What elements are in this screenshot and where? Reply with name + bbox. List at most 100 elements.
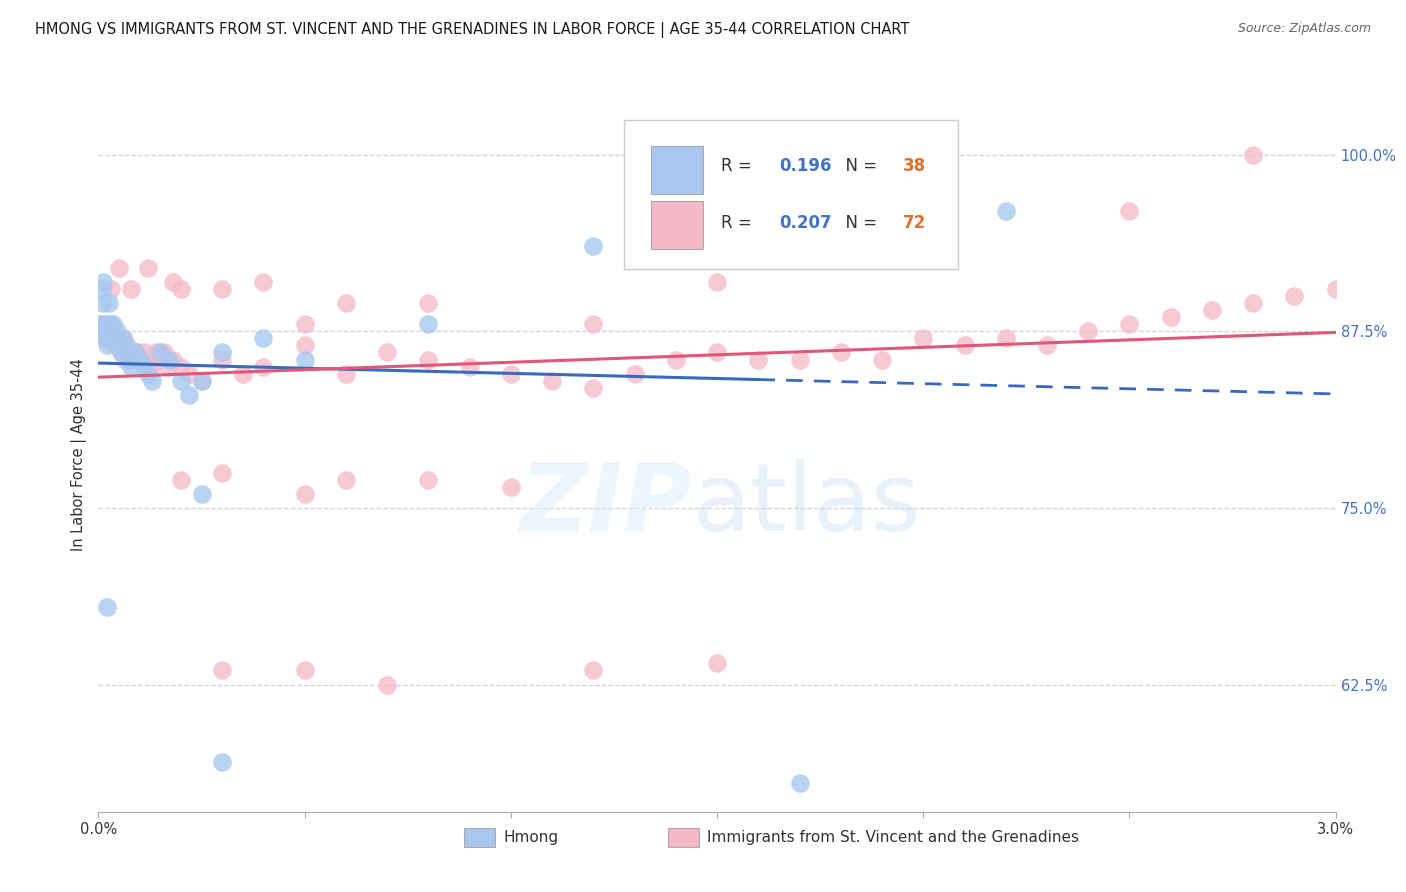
Point [418,317,440,331]
Point [141,359,163,374]
Point [132,359,155,374]
Point [1324,282,1347,296]
Text: R =: R = [721,157,756,175]
Point [104,338,127,352]
Point [118,352,141,367]
Point [418,352,440,367]
Point [136,367,159,381]
Point [211,466,233,480]
Point [294,487,316,501]
Point [499,480,522,494]
Text: R =: R = [721,214,756,232]
Point [94,324,117,338]
Point [104,331,127,345]
Point [294,664,316,678]
Point [93,317,115,331]
Text: N =: N = [835,157,882,175]
Point [132,345,155,359]
Point [211,282,233,296]
Point [101,317,124,331]
Point [211,345,233,359]
Point [162,352,184,367]
Point [108,338,131,352]
Point [706,345,728,359]
Point [706,657,728,671]
Point [149,352,172,367]
Point [294,317,316,331]
Point [136,260,159,275]
Point [120,282,142,296]
Point [100,282,122,296]
Point [124,345,146,359]
Point [170,374,193,388]
Point [912,331,935,345]
Point [100,324,122,338]
Point [190,487,212,501]
Point [89,317,111,331]
Point [1118,317,1140,331]
Point [96,317,118,331]
Point [953,338,976,352]
Point [1118,204,1140,219]
Text: HMONG VS IMMIGRANTS FROM ST. VINCENT AND THE GRENADINES IN LABOR FORCE | AGE 35-: HMONG VS IMMIGRANTS FROM ST. VINCENT AND… [35,22,910,38]
Point [375,345,398,359]
Point [582,317,605,331]
Point [149,345,172,359]
Point [118,345,141,359]
Point [994,204,1017,219]
Point [110,345,132,359]
Point [89,317,111,331]
Point [830,345,852,359]
Point [458,359,481,374]
Point [747,352,769,367]
Point [211,756,233,770]
Point [112,331,135,345]
Point [105,331,128,345]
Text: 72: 72 [903,214,927,232]
Point [96,331,118,345]
Text: 0.196: 0.196 [779,157,831,175]
Point [117,338,139,352]
Point [114,338,136,352]
Point [101,331,124,345]
Point [418,296,440,310]
Text: N =: N = [835,214,882,232]
Point [375,677,398,691]
Point [96,338,118,352]
Text: Immigrants from St. Vincent and the Grenadines: Immigrants from St. Vincent and the Gren… [707,830,1080,845]
Point [335,296,357,310]
Point [252,275,274,289]
Point [499,367,522,381]
Point [157,359,180,374]
Point [157,352,180,367]
Point [1077,324,1099,338]
Point [179,367,201,381]
Point [128,352,150,367]
Point [100,324,122,338]
Point [170,359,193,374]
Point [582,381,605,395]
Point [97,296,120,310]
Point [232,367,254,381]
FancyBboxPatch shape [651,146,703,194]
Point [93,296,115,310]
Text: atlas: atlas [692,458,921,551]
Point [994,331,1017,345]
Point [789,352,811,367]
Point [623,367,645,381]
Point [114,352,136,367]
Point [105,324,128,338]
Text: Hmong: Hmong [503,830,558,845]
Point [294,338,316,352]
Point [136,352,159,367]
Point [335,473,357,487]
Point [541,374,564,388]
Point [335,367,357,381]
Y-axis label: In Labor Force | Age 35-44: In Labor Force | Age 35-44 [72,359,87,551]
Point [582,664,605,678]
Point [128,352,150,367]
Point [170,473,193,487]
Point [120,352,142,367]
Point [96,599,118,614]
Point [211,664,233,678]
